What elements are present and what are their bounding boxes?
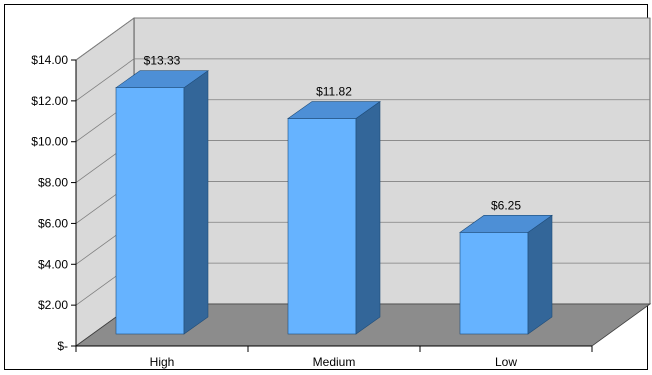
y-tick-label: $12.00	[31, 94, 68, 108]
y-tick-label: $4.00	[38, 257, 68, 271]
bar-front	[115, 87, 185, 335]
gridline-side	[75, 17, 135, 61]
bar-side	[527, 214, 553, 335]
y-tick-label: $8.00	[38, 176, 68, 190]
back-wall	[133, 17, 651, 305]
x-tick-label: Medium	[313, 355, 356, 369]
bar-side	[355, 100, 381, 335]
x-tick-label: High	[150, 355, 175, 369]
y-tick-label: $6.00	[38, 216, 68, 230]
bar-side	[183, 70, 209, 335]
bar-top	[459, 215, 553, 233]
x-tick-label: Low	[495, 355, 517, 369]
bar-top	[287, 101, 381, 119]
gridline-side	[75, 58, 135, 102]
data-label: $6.25	[491, 198, 521, 212]
data-label: $11.82	[316, 85, 352, 99]
y-tick-label: $-	[57, 339, 68, 353]
y-tick-label: $14.00	[31, 53, 68, 67]
y-tick-label: $2.00	[38, 298, 68, 312]
y-tick-label: $10.00	[31, 135, 68, 149]
bar-front	[459, 232, 529, 335]
bar-top	[115, 70, 209, 88]
bar-front	[287, 118, 357, 335]
data-label: $13.33	[144, 54, 181, 68]
